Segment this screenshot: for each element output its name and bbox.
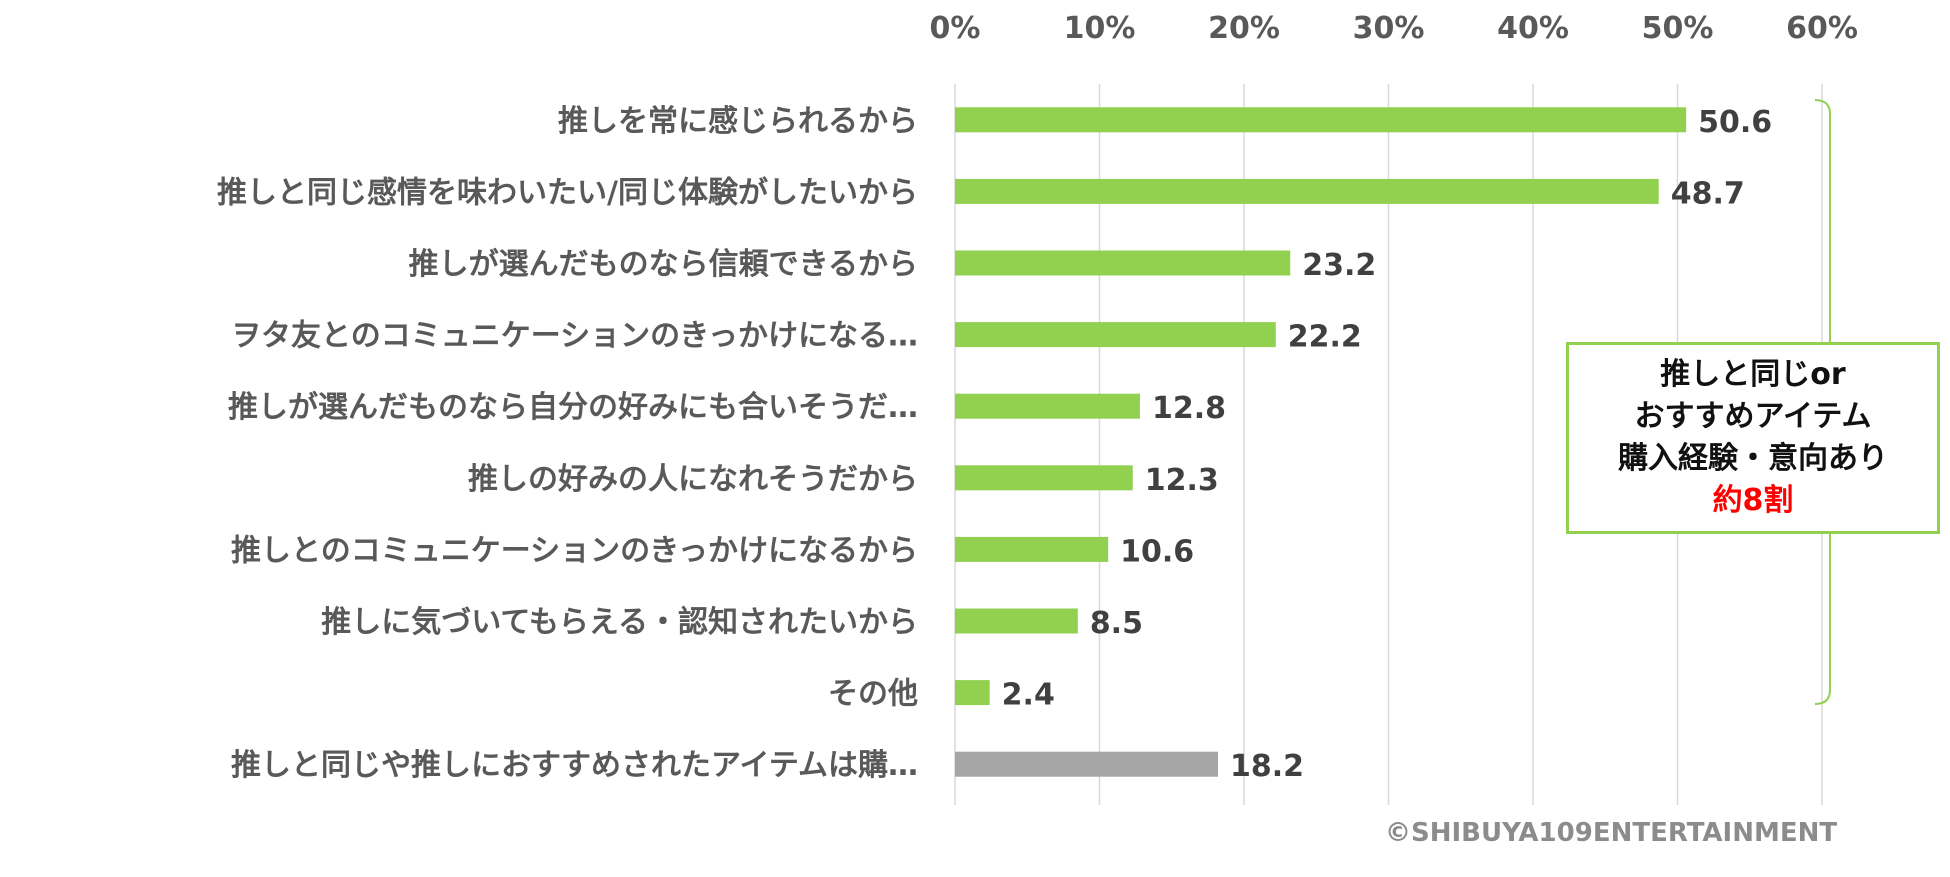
category-label: 推しと同じや推しにおすすめされたアイテムは購… <box>231 748 918 783</box>
bar <box>955 322 1276 348</box>
data-label: 23.2 <box>1302 248 1376 283</box>
callout-line-1: 推しと同じor <box>1660 357 1846 392</box>
x-tick-label: 60% <box>1786 11 1858 46</box>
bar <box>955 465 1133 491</box>
bar <box>955 751 1218 777</box>
callout-highlight: 約8割 <box>1712 483 1794 518</box>
bar <box>955 536 1109 562</box>
callout-line-2: おすすめアイテム <box>1634 399 1872 434</box>
bar <box>955 608 1078 634</box>
category-label: 推しとのコミュニケーションのきっかけになるから <box>231 533 918 568</box>
bar <box>955 680 990 706</box>
x-tick-label: 30% <box>1353 11 1425 46</box>
bar <box>955 178 1659 204</box>
bar <box>955 107 1687 133</box>
callout-box: 推しと同じor おすすめアイテム 購入経験・意向あり 約8割 <box>1566 342 1940 534</box>
category-label: 推しと同じ感情を味わいたい/同じ体験がしたいから <box>217 175 918 210</box>
x-tick-label: 20% <box>1208 11 1280 46</box>
data-label: 48.7 <box>1671 176 1745 211</box>
category-label: 推しに気づいてもらえる・認知されたいから <box>321 605 918 640</box>
bar <box>955 393 1140 419</box>
category-label: 推しを常に感じられるから <box>558 104 918 139</box>
x-tick-label: 10% <box>1064 11 1136 46</box>
data-label: 2.4 <box>1002 678 1055 713</box>
category-label: ヲタ友とのコミュニケーションのきっかけになる… <box>231 319 918 354</box>
data-label: 12.8 <box>1152 391 1226 426</box>
copyright-notice: ©SHIBUYA109ENTERTAINMENT <box>1385 818 1838 848</box>
x-tick-label: 40% <box>1497 11 1569 46</box>
callout-line-3: 購入経験・意向あり <box>1618 441 1888 476</box>
x-tick-label: 0% <box>930 11 981 46</box>
category-label: その他 <box>828 677 918 712</box>
data-label: 10.6 <box>1120 534 1194 569</box>
category-label: 推しが選んだものなら自分の好みにも合いそうだ… <box>228 390 918 425</box>
data-label: 22.2 <box>1288 320 1362 355</box>
data-label: 8.5 <box>1090 606 1143 641</box>
bar <box>955 250 1291 276</box>
data-label: 12.3 <box>1145 463 1219 498</box>
category-label: 推しが選んだものなら信頼できるから <box>409 247 918 282</box>
data-label: 18.2 <box>1230 749 1304 784</box>
category-label: 推しの好みの人になれそうだから <box>468 462 918 497</box>
data-label: 50.6 <box>1698 105 1772 140</box>
x-tick-label: 50% <box>1642 11 1714 46</box>
